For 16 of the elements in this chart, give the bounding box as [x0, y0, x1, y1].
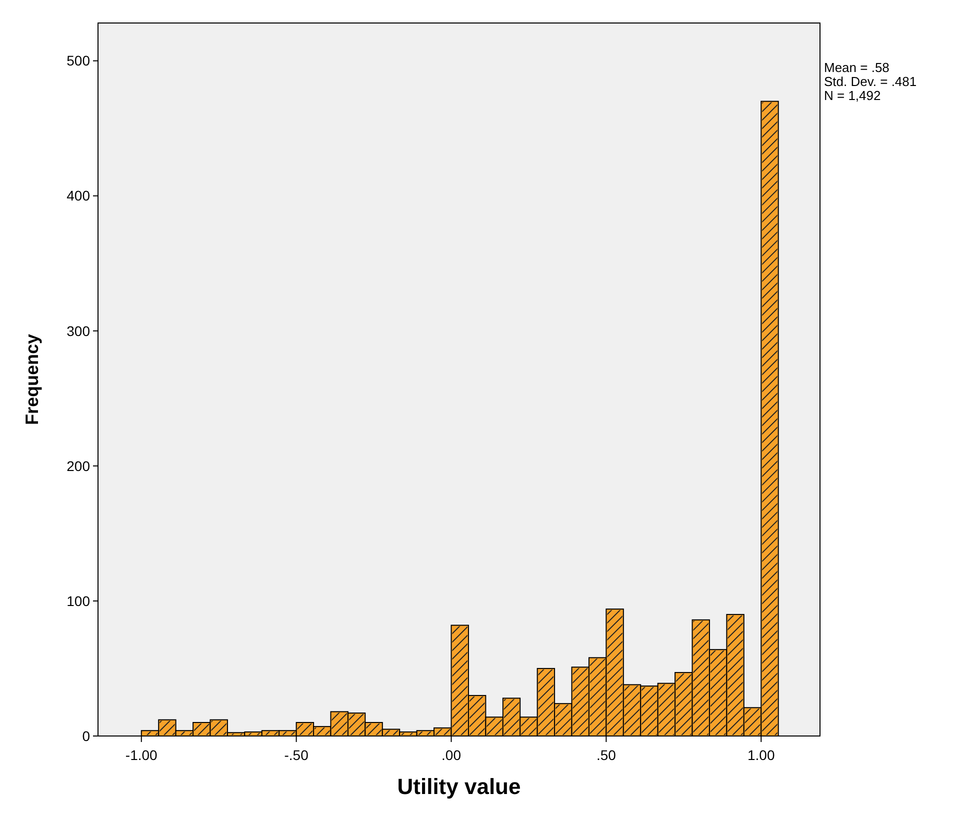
y-tick-label: 200 [66, 458, 90, 474]
x-tick-label: 1.00 [748, 747, 775, 763]
y-tick-label: 400 [66, 188, 90, 204]
text: Std. Dev. = .481 [824, 74, 917, 89]
x-tick-label: -.50 [284, 747, 309, 763]
y-tick-label: 300 [66, 322, 90, 339]
y-axis-title: Frequency [22, 334, 42, 426]
x-tick-label: .50 [596, 747, 616, 763]
y-tick-label: 100 [66, 592, 90, 609]
x-tick-label: .00 [442, 747, 462, 763]
y-tick-label: 500 [66, 52, 90, 69]
x-tick-label: -1.00 [125, 747, 158, 763]
text: Mean = .58 [824, 60, 890, 75]
x-axis-title: Utility value [397, 774, 521, 799]
text: N = 1,492 [824, 88, 881, 103]
y-tick-label: 0 [82, 728, 90, 744]
